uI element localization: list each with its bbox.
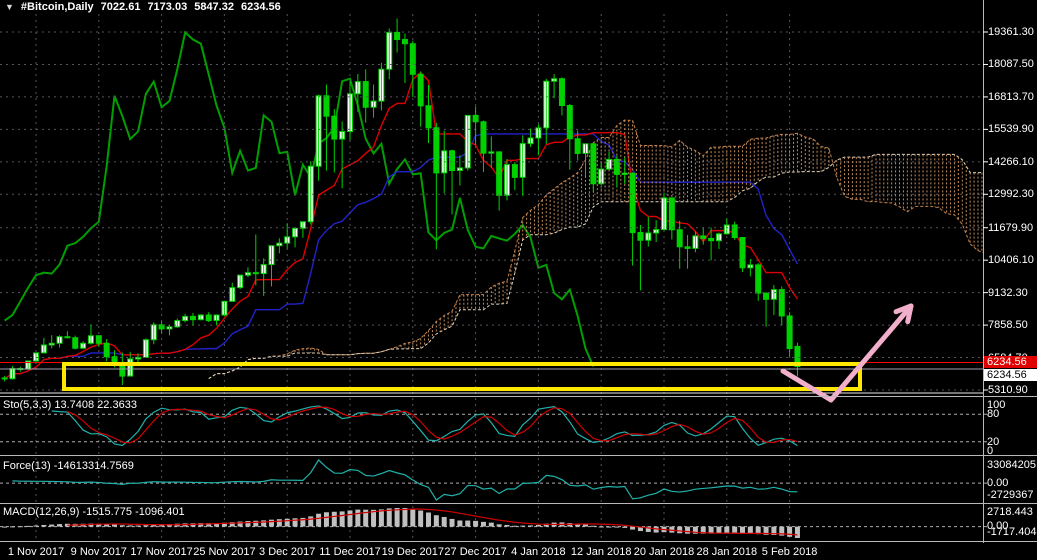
macd-scale-label: -1717.404	[987, 525, 1037, 538]
stochastic-indicator-label: Sto(5,3,3) 13.7408 22.3633	[3, 399, 137, 411]
force-scale-label: 0.00	[987, 477, 1009, 490]
date-label: 28 Jan 2018	[696, 546, 758, 558]
ohlc-close: 6234.56	[240, 0, 281, 13]
price-axis[interactable]: 19361.30 18087.50 16813.70 15539.90 14266.10…	[983, 0, 1037, 543]
time-axis[interactable]: 1 Nov 2017 9 Nov 2017 17 Nov 2017 25 Nov 20…	[0, 543, 1037, 560]
price-tick-label: 7858.50	[988, 319, 1028, 332]
macd-scale-label: 2718.443	[987, 506, 1033, 518]
price-tick-label: 19361.30	[988, 26, 1034, 38]
price-tick-label: 14266.10	[988, 155, 1034, 168]
ohlc-low: 5847.32	[194, 0, 234, 13]
ohlc-open: 7022.61	[100, 0, 141, 13]
macd-indicator-label: MACD(12,26,9) -1515.775 -1096.401	[3, 506, 185, 518]
date-label: 17 Nov 2017	[130, 546, 193, 558]
date-label: 1 Nov 2017	[7, 546, 65, 558]
price-tick-label: 15539.90	[988, 123, 1034, 136]
symbol-period-label: #Bitcoin,Daily	[20, 0, 94, 13]
force-indicator-label: Force(13) -14613314.7569	[3, 460, 134, 472]
price-tick-label: 12992.30	[988, 188, 1034, 201]
chart-collapse-icon[interactable]: ▼	[5, 1, 14, 12]
stochastic-scale-label: 80	[987, 408, 1000, 421]
force-scale-label: 33084205	[987, 459, 1036, 471]
stochastic-scale-label: 100	[987, 399, 1006, 411]
date-label: 27 Dec 2017	[444, 546, 507, 558]
ask-price-label: 6234.56	[984, 356, 1037, 368]
date-label: 11 Dec 2017	[319, 546, 381, 558]
date-label: 19 Dec 2017	[381, 546, 444, 558]
bid-price-label: 6234.56	[984, 369, 1037, 381]
price-tick-label: 11679.90	[988, 221, 1034, 234]
stochastic-scale-label: 0	[987, 445, 994, 457]
price-tick-label: 9132.30	[988, 286, 1028, 299]
date-label: 12 Jan 2018	[570, 546, 632, 558]
date-label: 4 Jan 2018	[511, 546, 566, 558]
trend-arrow[interactable]	[780, 303, 914, 403]
chart-title-bar: ▼ #Bitcoin,Daily 7022.61 7173.03 5847.32…	[5, 0, 281, 14]
date-label: 25 Nov 2017	[193, 546, 256, 558]
stochastic-scale-label: 20	[987, 435, 1000, 448]
date-label: 5 Feb 2018	[761, 546, 818, 558]
force-scale-label: -2729367	[987, 489, 1034, 501]
support-zone-rectangle[interactable]	[62, 362, 862, 391]
date-label: 3 Dec 2017	[259, 546, 316, 558]
macd-scale-label: 0.00	[987, 519, 1009, 532]
price-tick-label: 16813.70	[988, 90, 1034, 103]
price-tick-label: 18087.50	[988, 58, 1034, 71]
date-label: 20 Jan 2018	[633, 546, 695, 558]
price-tick-label: 5310.90	[988, 384, 1028, 396]
date-label: 9 Nov 2017	[70, 546, 127, 558]
ohlc-high: 7173.03	[147, 0, 188, 13]
price-tick-label: 10406.10	[988, 254, 1034, 267]
